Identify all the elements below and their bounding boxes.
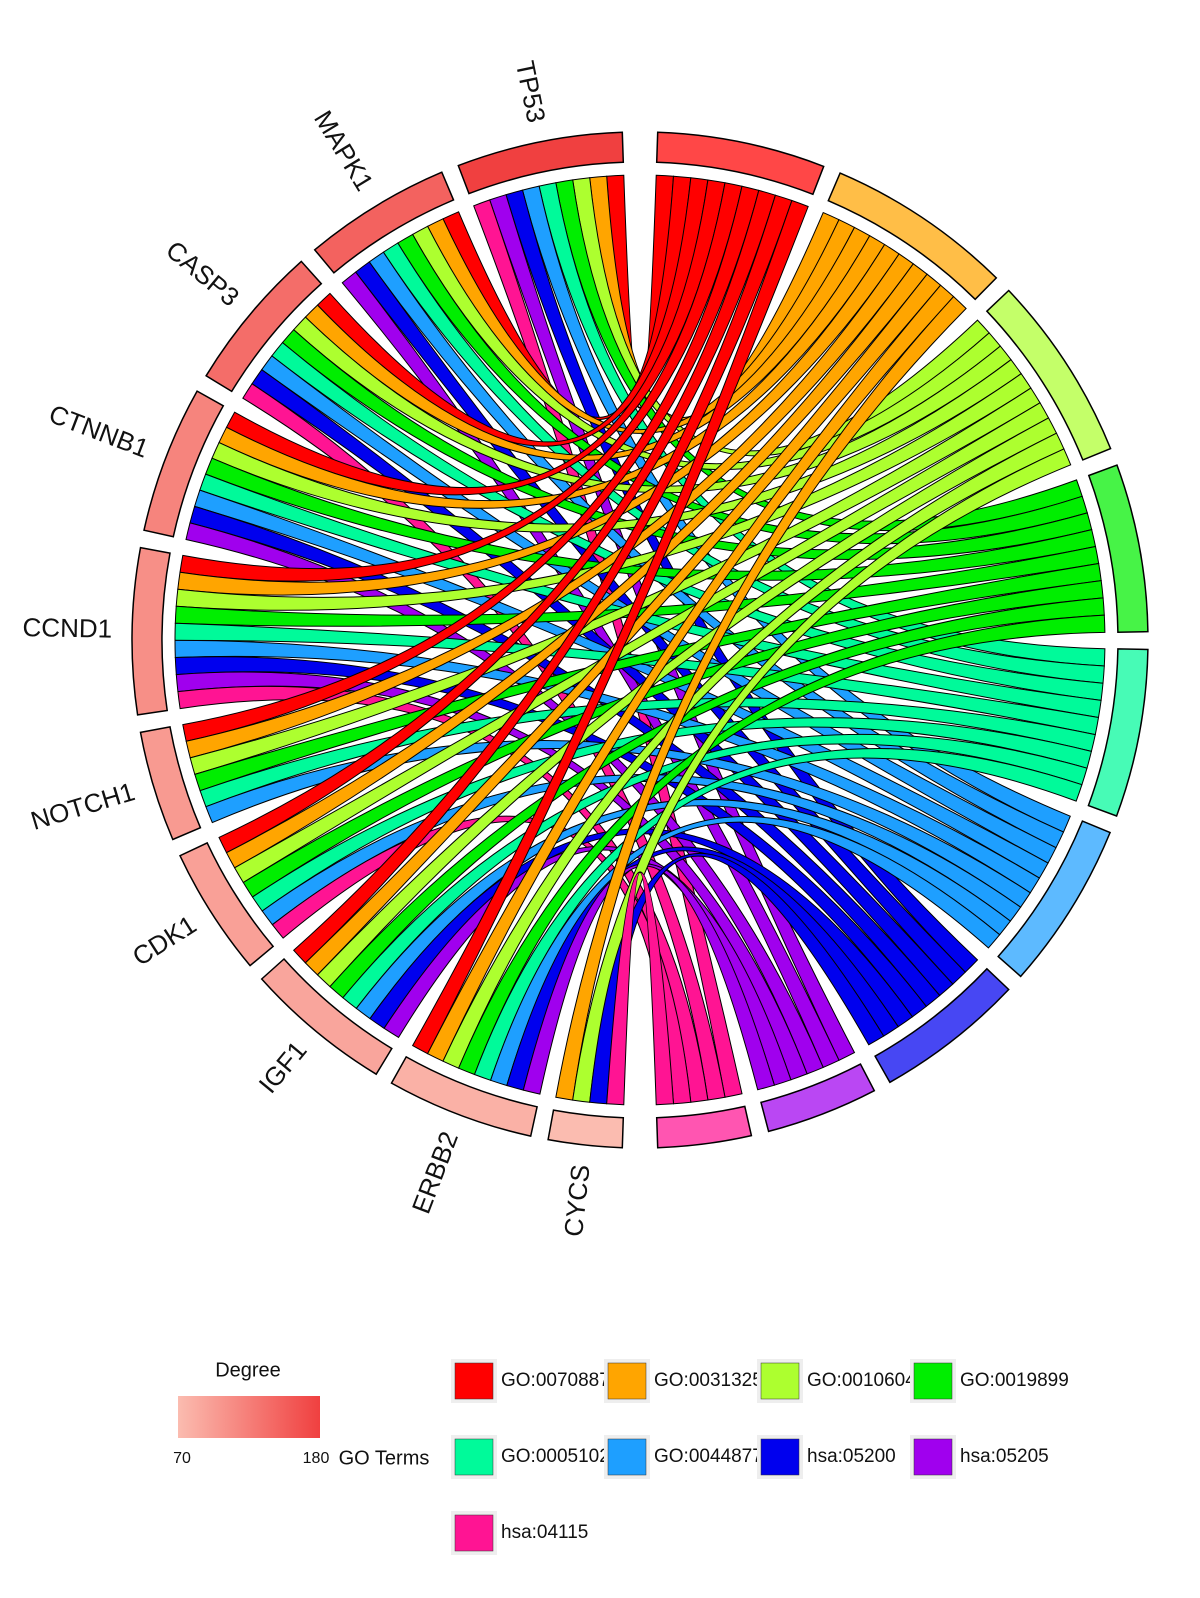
gene-segment [547, 1109, 625, 1149]
legend-label: GO:0070887 [501, 1370, 610, 1391]
gene-label: MAPK1 [308, 105, 380, 196]
chords [174, 174, 1106, 1106]
legend-label: GO:0031325 [654, 1370, 763, 1391]
gene-segment [313, 171, 455, 274]
legend-label: GO:0044877 [654, 1446, 763, 1467]
legend-label: hsa:05205 [960, 1446, 1049, 1467]
legend-swatch [454, 1362, 494, 1400]
degree-title: Degree [215, 1359, 281, 1381]
chord [606, 871, 675, 1106]
legend-label: hsa:05200 [807, 1446, 896, 1467]
gene-label: ERBB2 [406, 1127, 464, 1217]
legend-swatch [607, 1438, 647, 1476]
legend-swatch [607, 1362, 647, 1400]
gene-label: CYCS [558, 1163, 596, 1238]
gene-segment [179, 841, 275, 967]
legend-title: GO Terms [339, 1447, 430, 1469]
term-segment [985, 289, 1112, 461]
chord [411, 199, 809, 1055]
gene-segment [131, 546, 171, 716]
term-segment [827, 172, 998, 301]
term-segment [655, 131, 825, 196]
gene-label: CCND1 [22, 612, 112, 644]
legend-swatch [760, 1362, 800, 1400]
term-segment [760, 1063, 876, 1133]
legend-swatch [913, 1438, 953, 1476]
term-segment [1087, 648, 1149, 817]
legend-swatch [454, 1514, 494, 1552]
legend-label: hsa:04115 [501, 1522, 588, 1543]
gene-segment [139, 726, 202, 841]
gene-segment [205, 260, 323, 393]
gene-label: TP53 [510, 58, 552, 125]
ring: TP53 MAPK1 CASP3 CTNNB1 CCND1 NOTCH1 CDK1 IGF1 E… [22, 58, 1149, 1238]
legend-swatch [454, 1438, 494, 1476]
degree-gradient [178, 1396, 320, 1438]
gene-label: NOTCH1 [27, 776, 138, 836]
chord [555, 295, 967, 1101]
legend-label: GO:0019899 [960, 1370, 1069, 1391]
gene-label: CTNNB1 [45, 398, 153, 463]
term-segment [997, 820, 1112, 978]
term-segment [874, 967, 1010, 1084]
gene-segment [260, 957, 393, 1076]
degree-max: 180 [303, 1450, 330, 1467]
legend-swatch [913, 1362, 953, 1400]
gene-label: CDK1 [127, 909, 202, 972]
degree-min: 70 [173, 1450, 191, 1467]
term-segment [655, 1105, 753, 1149]
gene-segment [390, 1055, 538, 1137]
legend-label: GO:0005102 [501, 1446, 610, 1467]
gene-segment [143, 390, 225, 538]
legend-swatch [760, 1438, 800, 1476]
gene-segment [457, 131, 625, 195]
gene-label: IGF1 [253, 1035, 313, 1099]
gene-label: CASP3 [160, 235, 245, 313]
term-segment [1087, 464, 1149, 633]
legend-label: GO:0010604 [807, 1370, 916, 1391]
